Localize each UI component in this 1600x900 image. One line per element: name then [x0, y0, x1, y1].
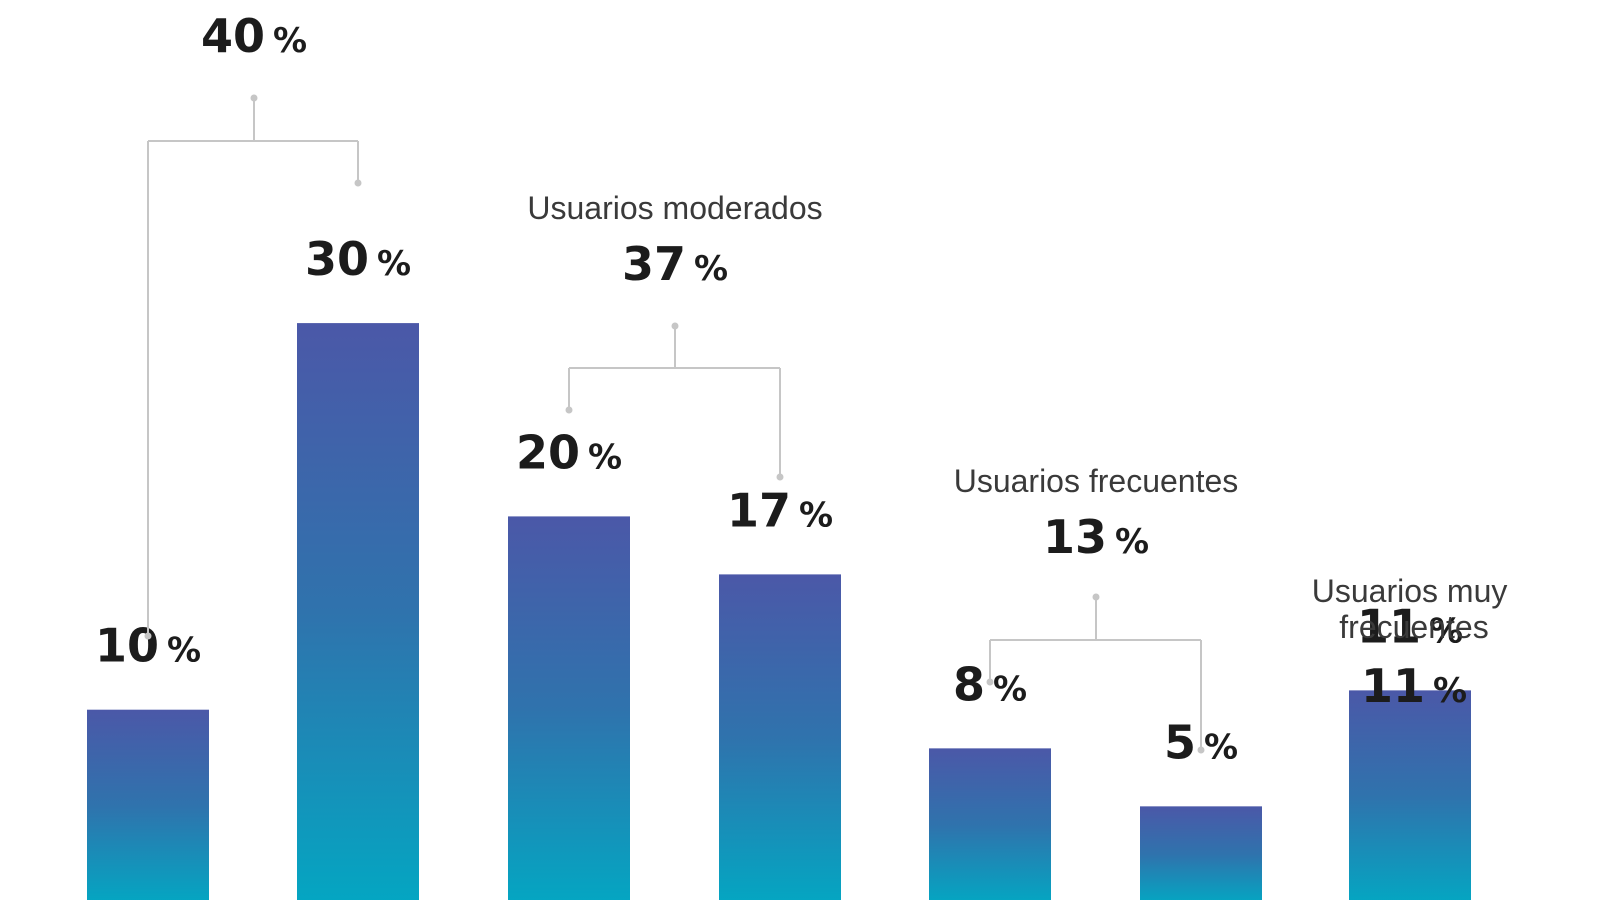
bar-2-value: 30 [305, 232, 369, 286]
group-3-connector [986, 593, 1205, 754]
group-3-total-value: 13 [1043, 510, 1107, 564]
bar-6 [1140, 806, 1262, 900]
group-2-connector [565, 322, 784, 481]
bar-7-value: 11 [1357, 599, 1421, 653]
group-4-name-line-2: frecuentes [1339, 609, 1488, 645]
group-1-connector [144, 94, 362, 640]
bar-3 [508, 516, 630, 900]
group-2-total: 37% [622, 237, 728, 291]
bar-3-unit: % [588, 437, 622, 477]
bars [87, 323, 1471, 900]
group-2-total-value: 37 [622, 237, 686, 291]
bar-value-labels: 10% 30% 20% 17% 8% 5% 11% [95, 232, 1463, 769]
group-1-total-unit: % [273, 21, 307, 61]
bar-1-value: 10 [95, 619, 159, 673]
bar-5-value: 8 [953, 657, 985, 711]
bar-4 [719, 574, 841, 900]
bar-7-value-label: 11% [1357, 599, 1463, 653]
bar-4-unit: % [799, 495, 833, 535]
bar-5-value-label: 8% [953, 657, 1027, 711]
group-1-total-value: 40 [201, 9, 265, 63]
bar-7-unit: % [1429, 611, 1463, 651]
group-3-total: 13% [1043, 510, 1149, 564]
bar-4-value-label: 17% [727, 483, 833, 537]
bar-2-unit: % [377, 244, 411, 284]
group-4-name: Usuarios muy frecuentes [1312, 573, 1517, 645]
group-1-total: 40% [201, 9, 307, 63]
group-2-name: Usuarios moderados [527, 190, 822, 226]
bar-6-value: 5 [1164, 715, 1196, 769]
group-3-total-unit: % [1115, 522, 1149, 562]
bar-6-unit: % [1204, 727, 1238, 767]
group-4-name-line-1: Usuarios muy [1312, 573, 1508, 609]
bar-1-unit: % [167, 631, 201, 671]
group-4-total-unit: % [1433, 671, 1467, 711]
group-labels: 40% Usuarios moderados 37% Usuarios frec… [201, 9, 1517, 713]
bar-7 [1349, 690, 1471, 900]
bar-5-unit: % [993, 669, 1027, 709]
bar-3-value-label: 20% [516, 425, 622, 479]
group-4-total-value: 11 [1361, 659, 1425, 713]
bar-4-value: 17 [727, 483, 791, 537]
bar-3-value: 20 [516, 425, 580, 479]
bar-6-value-label: 5% [1164, 715, 1238, 769]
group-3-name: Usuarios frecuentes [954, 463, 1239, 499]
bar-5 [929, 748, 1051, 900]
group-connectors [144, 94, 1205, 754]
bar-1 [87, 709, 209, 900]
bar-2 [297, 323, 419, 900]
group-4-total: 11% [1361, 659, 1467, 713]
bar-2-value-label: 30% [305, 232, 411, 286]
group-2-total-unit: % [694, 249, 728, 289]
